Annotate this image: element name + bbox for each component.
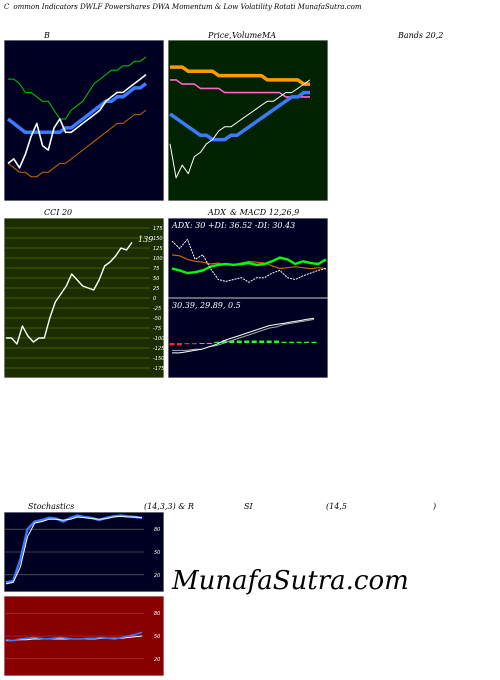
- cci-tick-label: -175: [153, 366, 164, 372]
- cci-tick-label: 150: [153, 236, 163, 242]
- plus-di-line: [171, 256, 327, 275]
- adx-line: [171, 238, 327, 283]
- macd-histogram-bar: [229, 340, 235, 343]
- macd-histogram-bar: [221, 340, 227, 343]
- bollinger-price-line: [7, 73, 147, 169]
- macd-readout: 30.39, 29.89, 0.5: [172, 301, 241, 310]
- stoch-d-line: [5, 515, 143, 585]
- price-volume-ma-chart: [168, 40, 328, 201]
- price-line: [169, 79, 311, 179]
- macd-histogram-bar: [191, 343, 197, 345]
- rsi-tick-label: 20: [154, 657, 160, 663]
- volume-label: Volume: [232, 31, 262, 40]
- rsi-params: (14,5: [326, 502, 347, 511]
- rsi-label: SI: [244, 502, 253, 511]
- cci-tick-label: -50: [153, 316, 161, 322]
- cci-tick-label: -25: [153, 306, 161, 312]
- rsi-line: [5, 631, 143, 642]
- cci-chart: 175 150 125 100 75 50 25 0 -25 -50 -75 -100 -125 -150…: [4, 218, 164, 378]
- macd-histogram-bar: [259, 340, 265, 343]
- cci-tick-label: -100: [153, 336, 164, 342]
- rsi-chart: 80 50 20: [4, 596, 164, 676]
- macd-histogram-bar: [244, 340, 250, 343]
- macd-histogram-bar: [311, 341, 317, 343]
- cci-tick-label: 25: [153, 286, 159, 292]
- macd-histogram-bar: [251, 340, 257, 343]
- macd-label: & MACD 12,26,9: [230, 208, 300, 217]
- cci-tick-label: 50: [153, 276, 159, 282]
- stoch-tick-label: 50: [154, 550, 160, 556]
- stoch-k-line: [5, 514, 143, 584]
- adx-readout: ADX: 30 +DI: 36.52 -DI: 30.43: [171, 221, 295, 230]
- cci-tick-label: 125: [153, 246, 163, 252]
- bollinger-lower-line: [7, 109, 147, 178]
- rsi-tick-label: 80: [154, 611, 160, 617]
- bollinger-label: B: [44, 31, 50, 40]
- cci-tick-label: 75: [153, 266, 159, 272]
- macd-histogram-bar: [199, 343, 205, 344]
- stoch-tick-label: 80: [154, 527, 160, 533]
- macd-chart: 30.39, 29.89, 0.5: [168, 298, 328, 378]
- macd-histogram-bar: [169, 343, 175, 346]
- macd-signal-line: [172, 318, 315, 351]
- cci-label: CCI 20: [44, 208, 73, 217]
- rsi-close-paren: ): [433, 502, 437, 511]
- cci-tick-label: -125: [153, 346, 164, 352]
- watermark: MunafaSutra.com: [172, 566, 409, 596]
- bands-label: Bands 20,2: [398, 31, 444, 40]
- cci-line: [6, 241, 133, 345]
- bollinger-chart: [4, 40, 164, 201]
- adx-chart: ADX: 30 +DI: 36.52 -DI: 30.43: [168, 218, 328, 298]
- ma-mid-line: [170, 79, 310, 98]
- cci-tick-label: -150: [153, 356, 164, 362]
- macd-histogram-bar: [176, 343, 182, 346]
- macd-histogram-bar: [236, 340, 242, 343]
- macd-histogram-bar: [206, 343, 212, 344]
- stochastics-params: (14,3,3) & R: [144, 502, 194, 511]
- stochastics-chart: 80 50 20: [4, 512, 164, 592]
- macd-histogram-bar: [266, 340, 272, 343]
- macd-histogram-bar: [296, 341, 302, 343]
- cci-tick-label: 0: [153, 296, 156, 302]
- stoch-tick-label: 20: [154, 573, 160, 579]
- macd-histogram-bar: [281, 341, 287, 343]
- bollinger-middle-line: [6, 82, 148, 135]
- bollinger-upper-line: [8, 56, 147, 120]
- cci-tick-label: 100: [153, 256, 163, 262]
- macd-line: [172, 317, 315, 354]
- stochastics-label: Stochastics: [28, 502, 75, 511]
- ma-label: MA: [262, 31, 276, 40]
- macd-histogram-bar: [184, 343, 190, 345]
- macd-histogram-bar: [214, 341, 220, 343]
- adx-label: ADX: [208, 208, 226, 217]
- header-title: ommon Indicators DWLF Powershares DWA Mo…: [13, 3, 362, 11]
- price-label: Price,: [208, 31, 232, 40]
- rsi-tick-label: 50: [154, 634, 160, 640]
- ma-long-line: [170, 65, 310, 86]
- macd-histogram-bar: [274, 340, 280, 343]
- ma-short-line: [169, 90, 310, 142]
- cci-value-label: 139: [138, 235, 153, 244]
- minus-di-line: [171, 254, 327, 270]
- header-corner-letter: C: [4, 3, 10, 11]
- cci-tick-label: -75: [153, 326, 161, 332]
- macd-histogram-bar: [289, 341, 295, 343]
- cci-tick-label: 175: [153, 226, 163, 232]
- macd-histogram-bar: [304, 341, 310, 343]
